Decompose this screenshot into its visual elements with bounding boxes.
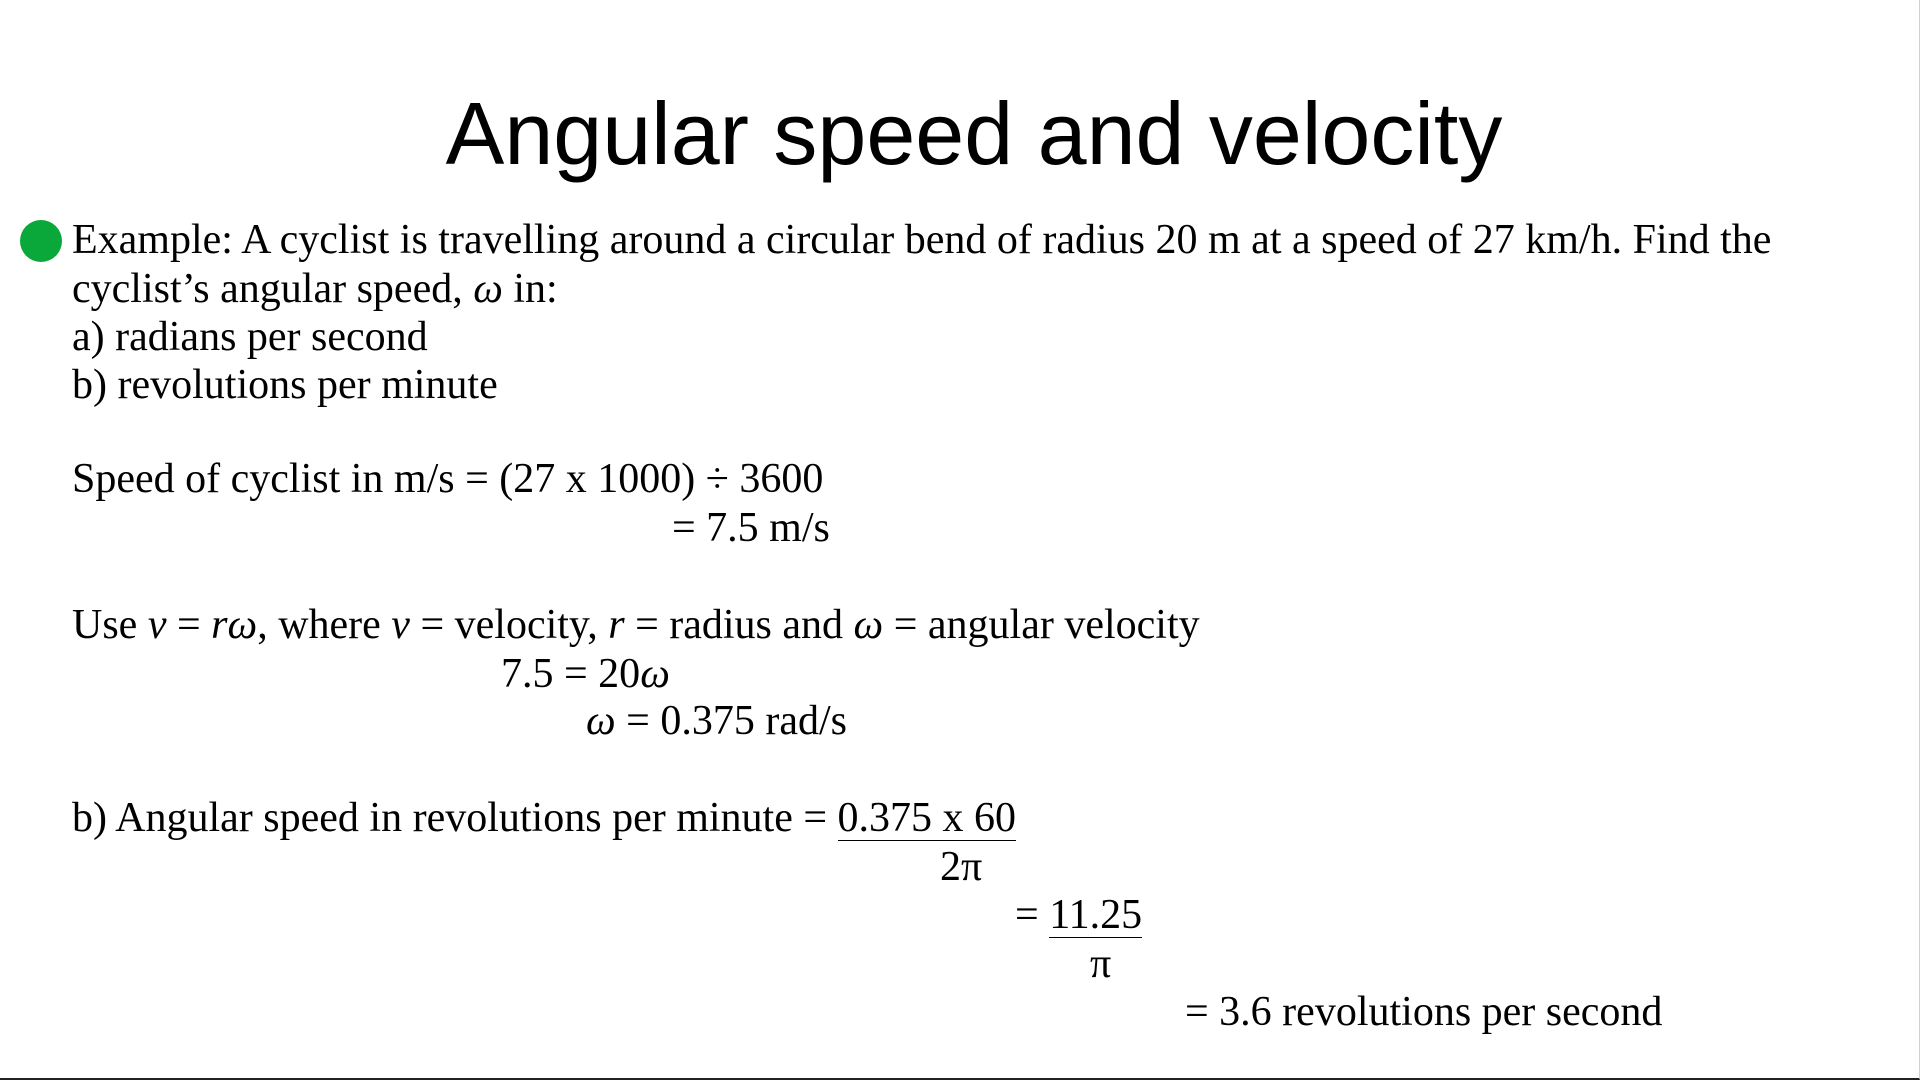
formula-omega-2: ω xyxy=(853,602,884,648)
formula-omega: ω xyxy=(227,602,258,648)
example-line-2: cyclist’s angular speed, ω in: xyxy=(72,265,558,313)
rpm-result: = 3.6 revolutions per second xyxy=(1185,989,1663,1035)
formula-step-2-text: = 0.375 rad/s xyxy=(615,698,847,744)
fraction-1-numerator: 0.375 x 60 xyxy=(837,795,1017,841)
formula-radius: = radius and xyxy=(624,602,854,648)
rpm-step-2: = 11.25 xyxy=(1015,891,1143,939)
example-line-1: Example: A cyclist is travelling around … xyxy=(72,217,1772,263)
fraction-2-denominator: π xyxy=(1090,941,1112,987)
formula-step-2: ω = 0.375 rad/s xyxy=(586,697,847,745)
formula-r: r xyxy=(211,602,228,648)
formula-v-2: v xyxy=(391,602,410,648)
rpm-step-2-eq: = xyxy=(1015,892,1050,938)
speed-line-1: Speed of cyclist in m/s = (27 x 1000) ÷ … xyxy=(72,456,824,502)
formula-use: Use xyxy=(72,602,148,648)
bullet-icon xyxy=(20,220,62,262)
example-line-2-text: cyclist’s angular speed, xyxy=(72,266,474,312)
rpm-label: b) Angular speed in revolutions per minu… xyxy=(72,795,838,841)
part-b: b) revolutions per minute xyxy=(72,362,498,408)
formula-velocity: = velocity, xyxy=(409,602,609,648)
part-a: a) radians per second xyxy=(72,314,428,360)
formula-step-1: 7.5 = 20ω xyxy=(501,650,670,698)
formula-r-2: r xyxy=(608,602,625,648)
fraction-2-numerator: 11.25 xyxy=(1049,892,1143,938)
formula-step-2-omega: ω xyxy=(586,698,616,744)
example-line-2-end: in: xyxy=(502,266,558,312)
formula-step-1-omega: ω xyxy=(640,651,670,697)
rpm-line: b) Angular speed in revolutions per minu… xyxy=(72,794,1017,842)
slide-title: Angular speed and velocity xyxy=(445,84,1503,183)
formula-v: v xyxy=(147,602,167,648)
speed-line-2: = 7.5 m/s xyxy=(672,505,830,551)
fraction-1-denominator: 2π xyxy=(940,844,983,890)
formula-step-1-text: 7.5 = 20 xyxy=(501,651,641,697)
formula-line: Use v = rω, where v = velocity, r = radi… xyxy=(72,601,1200,649)
formula-eq: = xyxy=(166,602,212,648)
formula-angular: = angular velocity xyxy=(883,602,1200,648)
omega-symbol: ω xyxy=(473,266,503,312)
formula-where: , where xyxy=(257,602,392,648)
